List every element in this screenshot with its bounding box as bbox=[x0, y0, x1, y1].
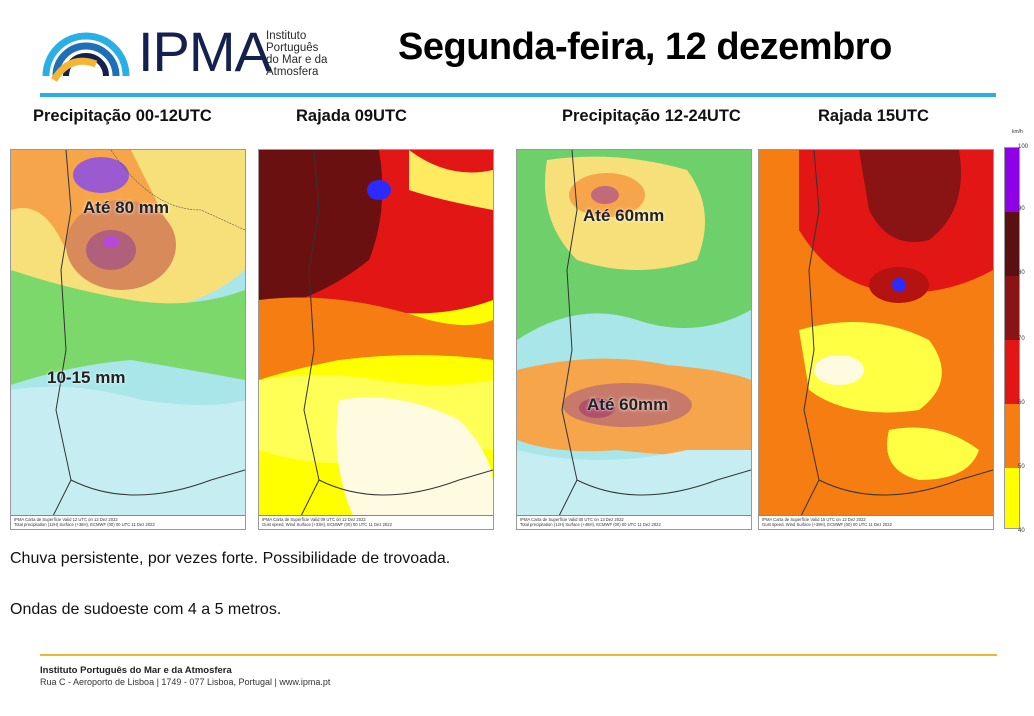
map-gust-09: IPMA Carta de Superfície Valid 09 UTC on… bbox=[258, 149, 494, 530]
legend-seg-100 bbox=[1005, 148, 1019, 212]
logo-wordmark: IPMA bbox=[138, 20, 272, 83]
legend-tick-80: 80 bbox=[1018, 270, 1025, 276]
legend-seg-80 bbox=[1005, 276, 1019, 340]
map-footer: IPMA Carta de Superfície Valid 09 UTC on… bbox=[259, 515, 493, 529]
map-precip-12-24: Até 60mm Até 60mm IPMA Carta de Superfíc… bbox=[516, 149, 752, 530]
map-footer: IPMA Carta de Superfície Valid 15 UTC on… bbox=[759, 515, 993, 529]
map-footer: IPMA Carta de Superfície Valid 00 UTC on… bbox=[517, 515, 751, 529]
legend-seg-90 bbox=[1005, 212, 1019, 276]
header-divider bbox=[40, 93, 996, 97]
panel-label-gust-09: Rajada 09UTC bbox=[296, 107, 407, 125]
legend-seg-70 bbox=[1005, 340, 1019, 404]
legend-tick-40: 40 bbox=[1018, 528, 1025, 534]
map-precip-00-12: Até 80 mm 10-15 mm IPMA Carta de Superfí… bbox=[10, 149, 246, 530]
footer-organization: Instituto Português do Mar e da Atmosfer… bbox=[40, 665, 232, 676]
annotation-precip-north: Até 60mm bbox=[583, 206, 665, 225]
map-footer: IPMA Carta de Superfície Valid 12 UTC on… bbox=[11, 515, 245, 529]
annotation-precip-south: Até 60mm bbox=[587, 395, 669, 414]
legend-seg-60 bbox=[1005, 404, 1019, 468]
annotation-precip-north: Até 80 mm bbox=[83, 198, 169, 217]
forecast-summary-waves: Ondas de sudoeste com 4 a 5 metros. bbox=[10, 601, 282, 618]
panel-label-precip-12-24: Precipitação 12-24UTC bbox=[562, 107, 741, 125]
gust-map-image bbox=[759, 150, 993, 529]
forecast-summary-rain: Chuva persistente, por vezes forte. Poss… bbox=[10, 550, 451, 567]
legend-colorbar bbox=[1004, 147, 1020, 529]
ipma-rainbow-icon bbox=[42, 32, 130, 82]
logo-subtitle: Instituto Português do Mar e da Atmosfer… bbox=[266, 30, 328, 78]
precip-map-image bbox=[11, 150, 245, 529]
legend-seg-50 bbox=[1005, 468, 1019, 528]
annotation-precip-south: 10-15 mm bbox=[47, 368, 126, 387]
legend-tick-60: 60 bbox=[1018, 400, 1025, 406]
panel-label-precip-00-12: Precipitação 00-12UTC bbox=[33, 107, 212, 125]
map-gust-15: IPMA Carta de Superfície Valid 15 UTC on… bbox=[758, 149, 994, 530]
legend-tick-70: 70 bbox=[1018, 336, 1025, 342]
legend-tick-100: 100 bbox=[1018, 144, 1029, 150]
legend-unit: km/h bbox=[1012, 129, 1023, 135]
legend-tick-50: 50 bbox=[1018, 464, 1025, 470]
ipma-logo: IPMA Instituto Português do Mar e da Atm… bbox=[40, 24, 340, 84]
footer-divider bbox=[40, 654, 997, 656]
precip-map-image bbox=[517, 150, 751, 529]
gust-map-image bbox=[259, 150, 493, 529]
footer-address: Rua C - Aeroporto de Lisboa | 1749 - 077… bbox=[40, 677, 331, 687]
panel-label-gust-15: Rajada 15UTC bbox=[818, 107, 929, 125]
page-title: Segunda-feira, 12 dezembro bbox=[398, 26, 892, 68]
gust-legend: km/h bbox=[1004, 129, 1023, 533]
legend-tick-90: 90 bbox=[1018, 206, 1025, 212]
